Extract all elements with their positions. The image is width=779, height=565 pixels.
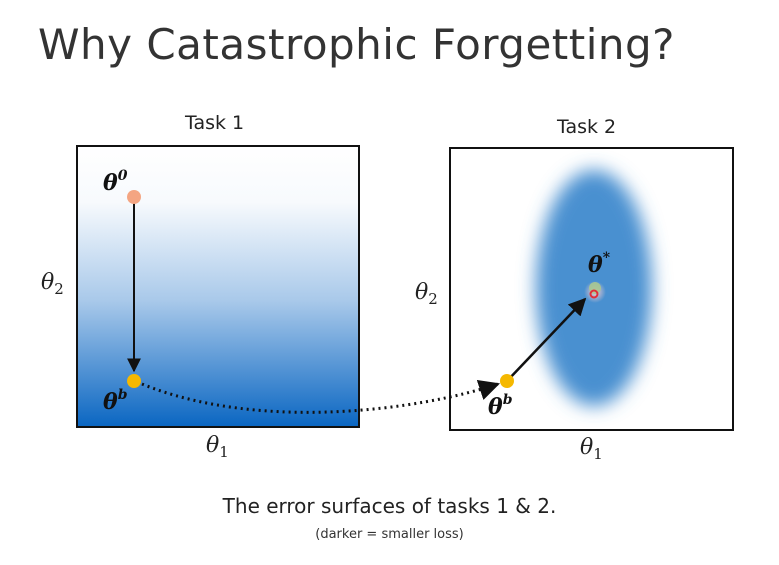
task2-label: Task 2 bbox=[557, 116, 617, 138]
task1-theta0-label: θ0 bbox=[103, 168, 128, 196]
task1-label: Task 1 bbox=[185, 112, 245, 134]
task2-thetab-label: θb bbox=[488, 392, 513, 420]
task1-x-axis-label: θ1 bbox=[206, 433, 229, 461]
task2-y-axis-label: θ2 bbox=[415, 280, 438, 308]
task1-error-surface bbox=[76, 145, 360, 428]
subcaption: (darker = smaller loss) bbox=[315, 527, 464, 542]
task1-thetab-label: θb bbox=[103, 387, 128, 415]
theta-star-label: θ* bbox=[588, 250, 611, 278]
theta0-point bbox=[127, 190, 141, 204]
task1-thetab-point bbox=[127, 374, 141, 388]
task1-y-axis-label: θ2 bbox=[41, 270, 64, 298]
task2-thetab-point bbox=[500, 374, 514, 388]
task2-x-axis-label: θ1 bbox=[580, 435, 603, 463]
transfer-path bbox=[141, 380, 500, 414]
caption: The error surfaces of tasks 1 & 2. bbox=[222, 494, 557, 518]
task2-training-arrow bbox=[507, 297, 587, 381]
slide-title: Why Catastrophic Forgetting? bbox=[38, 20, 675, 69]
target-marker-ring bbox=[589, 289, 599, 299]
